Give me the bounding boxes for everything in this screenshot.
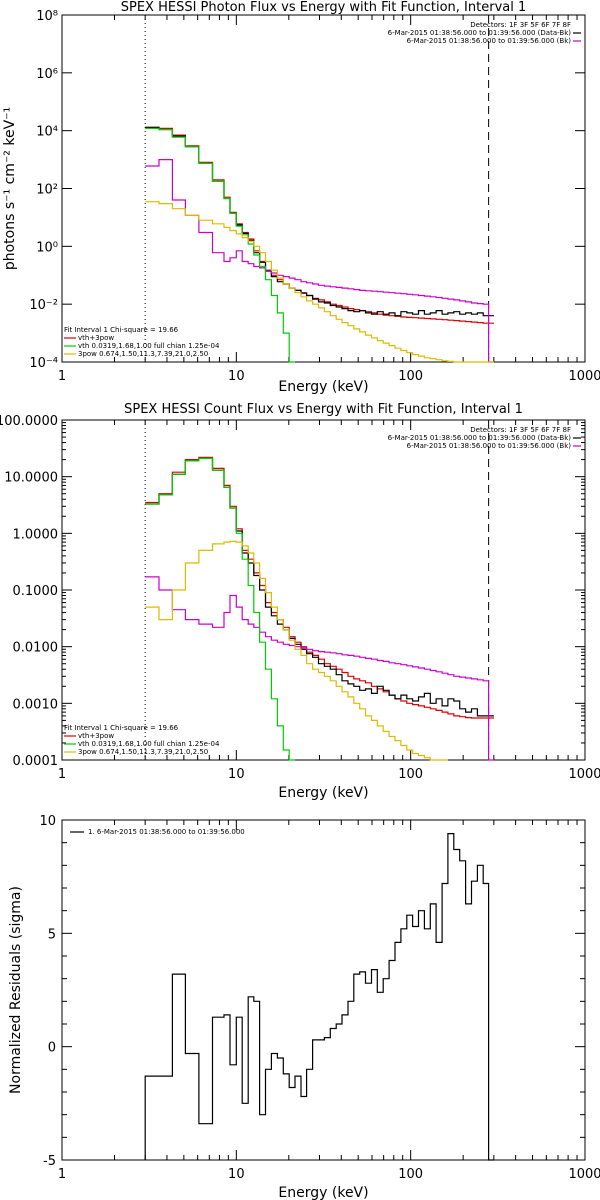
x-tick-label: 100	[398, 767, 423, 782]
x-tick-label: 10	[228, 369, 245, 384]
chart-title-0: SPEX HESSI Photon Flux vs Energy with Fi…	[121, 0, 527, 15]
header-line: Detectors: 1F 3F 5F 6F 7F 8F	[470, 21, 571, 29]
x-tick-label: 1	[58, 369, 66, 384]
y-tick-label: 10⁸	[36, 9, 58, 24]
plot-frame-2	[61, 819, 586, 1161]
series-line-0	[145, 456, 494, 719]
x-tick-label: 100	[398, 1167, 423, 1182]
series-line-4	[145, 201, 494, 363]
y-tick-label: 0.0100	[13, 641, 59, 656]
y-tick-label: 0.0001	[13, 754, 59, 769]
x-axis-label-2: Energy (keV)	[278, 1185, 368, 1200]
legend-entry: 1. 6-Mar-2015 01:38:56.000 to 01:39:56.0…	[88, 828, 245, 836]
y-tick-label: 5	[48, 927, 56, 942]
y-tick-label: 0.0010	[13, 697, 59, 712]
legend-entry: vth+3pow	[78, 732, 114, 740]
y-tick-label: 10⁻⁴	[29, 356, 58, 371]
legend-entry: Fit Interval 1 Chi-square = 19.66	[64, 724, 179, 732]
legend-entry: 3pow 0.674,1.50,11.3,7.39,21.0,2.50	[78, 748, 208, 756]
header-line: 6-Mar-2015 01:38:56.000 to 01:39:56.000 …	[407, 442, 572, 450]
series-line-0	[145, 126, 494, 324]
y-tick-label: 10⁴	[36, 125, 58, 140]
y-tick-label: 1.0000	[13, 527, 59, 542]
legend-entry: vth+3pow	[78, 334, 114, 342]
legend-entry: vth 0.0319,1.68,1.00 full chian 1.25e-04	[78, 342, 220, 350]
y-tick-label: -5	[43, 1154, 56, 1169]
y-tick-label: 10⁶	[36, 67, 58, 82]
y-tick-label: 10⁻²	[29, 298, 58, 313]
y-tick-label: 10²	[36, 183, 58, 198]
x-tick-label: 1	[58, 767, 66, 782]
y-axis-label-0: photons s⁻¹ cm⁻² keV⁻¹	[2, 107, 18, 270]
y-tick-label: 0.1000	[13, 584, 59, 599]
x-tick-label: 10	[228, 767, 245, 782]
legend-entry: 3pow 0.674,1.50,11.3,7.39,21.0,2.50	[78, 350, 208, 358]
series-line-1	[145, 126, 494, 317]
y-tick-label: 10	[39, 814, 56, 829]
legend-entry: vth 0.0319,1.68,1.00 full chian 1.25e-04	[78, 740, 220, 748]
y-tick-label: 100.0000	[0, 414, 58, 429]
y-tick-label: 10⁰	[36, 240, 58, 255]
series-line-1	[145, 457, 494, 717]
x-tick-label: 10	[228, 1167, 245, 1182]
chart-title-1: SPEX HESSI Count Flux vs Energy with Fit…	[124, 402, 523, 417]
x-tick-label: 1000	[568, 767, 600, 782]
y-tick-label: 10.0000	[4, 471, 58, 486]
series-line-2	[145, 576, 494, 761]
header-line: Detectors: 1F 3F 5F 6F 7F 8F	[470, 426, 571, 434]
series-line-3	[145, 127, 296, 363]
x-tick-label: 100	[398, 369, 423, 384]
series-line-4	[145, 540, 448, 761]
series-line-0	[144, 833, 494, 1161]
header-line: 6-Mar-2015 01:38:56.000 to 01:39:56.000 …	[388, 29, 572, 37]
header-line: 6-Mar-2015 01:38:56.000 to 01:39:56.000 …	[388, 434, 572, 442]
header-line: 6-Mar-2015 01:38:56.000 to 01:39:56.000 …	[407, 37, 572, 45]
x-tick-label: 1000	[568, 1167, 600, 1182]
x-axis-label-1: Energy (keV)	[278, 785, 368, 801]
series-line-3	[145, 457, 296, 761]
series-line-2	[145, 159, 494, 363]
plot-frame-0	[61, 14, 586, 363]
plot-frame-1	[61, 419, 586, 761]
y-axis-label-2: Normalized Residuals (sigma)	[8, 886, 24, 1094]
x-axis-label-0: Energy (keV)	[278, 379, 368, 395]
x-tick-label: 1000	[568, 369, 600, 384]
y-tick-label: 0	[48, 1041, 56, 1056]
legend-entry: Fit Interval 1 Chi-square = 19.66	[64, 326, 179, 334]
x-tick-label: 1	[58, 1167, 66, 1182]
